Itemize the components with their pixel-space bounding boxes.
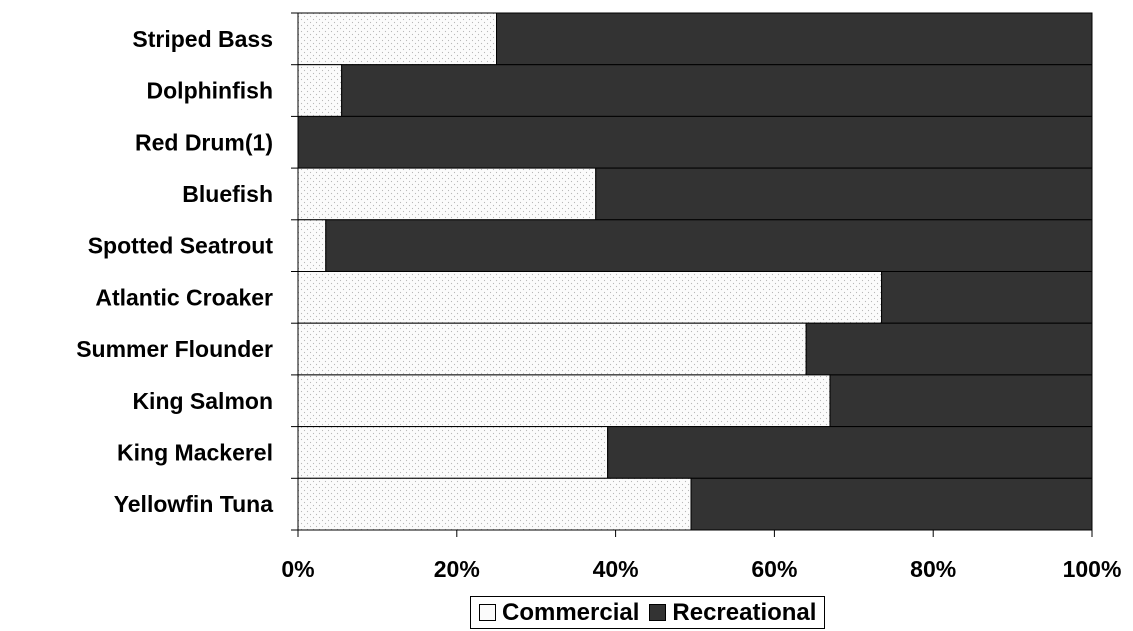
bar-commercial-spotted-seatrout <box>297 219 327 273</box>
x-tick-label: 20% <box>434 556 480 582</box>
legend-item-recreational: Recreational <box>649 599 816 627</box>
bar-recreational-king-mackerel <box>607 426 1093 479</box>
legend-label-commercial: Commercial <box>502 598 640 626</box>
legend-swatch-recreational <box>649 604 667 621</box>
category-label: Summer Flounder <box>76 336 273 362</box>
bar-commercial-atlantic-croaker <box>297 271 883 324</box>
legend-label-recreational: Recreational <box>672 598 817 626</box>
bar-recreational-spotted-seatrout <box>325 219 1093 273</box>
bar-commercial-king-salmon <box>297 374 831 428</box>
legend: Commercial Recreational <box>470 596 826 629</box>
x-tick-label: 0% <box>281 556 314 582</box>
bar-commercial-striped-bass <box>297 12 497 66</box>
category-label: King Mackerel <box>117 439 273 465</box>
bar-recreational-king-salmon <box>829 374 1093 428</box>
category-label: Dolphinfish <box>147 78 273 104</box>
x-tick-label: 100% <box>1063 556 1122 582</box>
bar-recreational-atlantic-croaker <box>881 271 1093 324</box>
category-label: Red Drum(1) <box>135 129 273 155</box>
bar-recreational-summer-flounder <box>805 322 1093 376</box>
legend-item-commercial: Commercial <box>479 599 639 627</box>
category-label: Bluefish <box>182 181 273 207</box>
bar-recreational-yellowfin-tuna <box>690 477 1093 531</box>
category-label: King Salmon <box>132 388 273 414</box>
category-label: Atlantic Croaker <box>95 284 273 310</box>
x-tick-label: 80% <box>910 556 956 582</box>
category-label: Spotted Seatrout <box>88 233 274 259</box>
category-label: Striped Bass <box>132 26 273 52</box>
bar-recreational-bluefish <box>595 167 1093 221</box>
bar-commercial-bluefish <box>297 167 597 221</box>
bar-commercial-dolphinfish <box>297 64 343 117</box>
legend-swatch-commercial <box>479 604 496 621</box>
x-tick-label: 40% <box>593 556 639 582</box>
category-label: Yellowfin Tuna <box>114 491 274 517</box>
bar-recreational-striped-bass <box>496 12 1093 66</box>
chart-plot: Striped Bass Dolphinfish Red Drum(1) Bluefi… <box>76 12 1122 582</box>
bar-commercial-yellowfin-tuna <box>297 477 692 531</box>
bar-recreational-red-drum-1 <box>297 115 1093 169</box>
bar-recreational-dolphinfish <box>341 64 1093 117</box>
bar-commercial-summer-flounder <box>297 322 807 376</box>
bar-commercial-king-mackerel <box>297 426 609 479</box>
x-tick-label: 60% <box>751 556 797 582</box>
